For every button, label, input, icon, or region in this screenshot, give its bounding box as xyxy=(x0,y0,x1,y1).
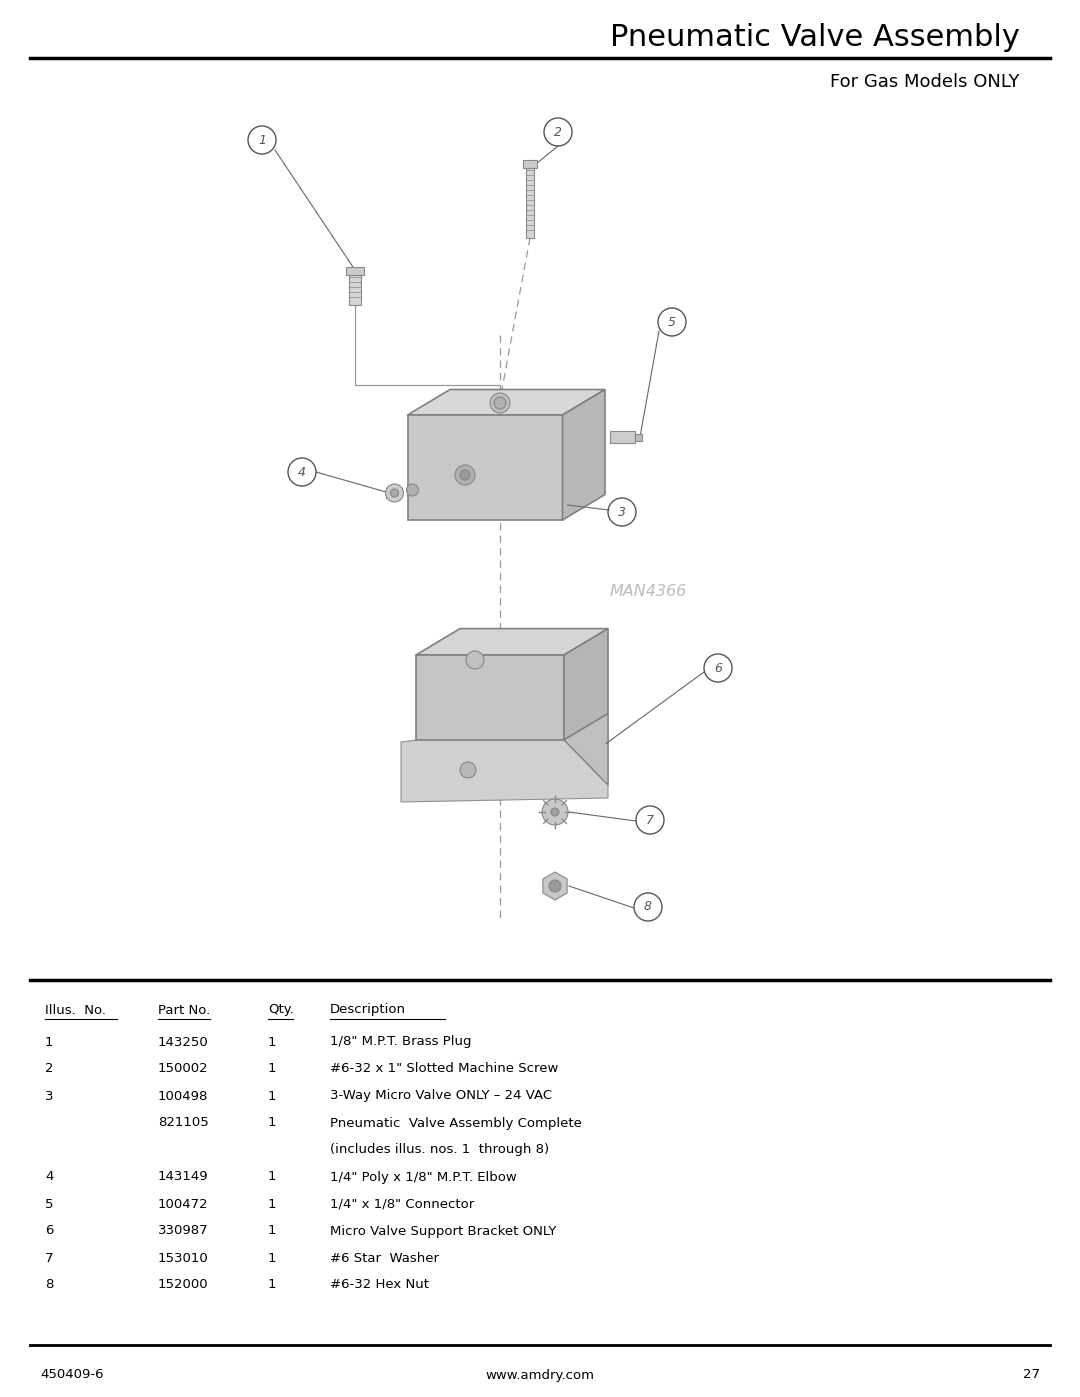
Circle shape xyxy=(386,483,404,502)
Text: 143250: 143250 xyxy=(158,1035,208,1049)
Circle shape xyxy=(391,489,399,497)
Text: 8: 8 xyxy=(644,901,652,914)
Circle shape xyxy=(549,880,561,893)
FancyBboxPatch shape xyxy=(386,488,400,497)
Polygon shape xyxy=(563,390,605,520)
Text: 7: 7 xyxy=(45,1252,54,1264)
Text: 27: 27 xyxy=(1023,1369,1040,1382)
Polygon shape xyxy=(407,415,563,520)
Text: 152000: 152000 xyxy=(158,1278,208,1291)
Text: 153010: 153010 xyxy=(158,1252,208,1264)
Text: 5: 5 xyxy=(45,1197,54,1210)
Text: 150002: 150002 xyxy=(158,1063,208,1076)
Circle shape xyxy=(551,807,559,816)
Polygon shape xyxy=(407,390,605,415)
Text: 1: 1 xyxy=(268,1278,276,1291)
Text: 2: 2 xyxy=(45,1063,54,1076)
Text: Part No.: Part No. xyxy=(158,1003,211,1017)
Text: #6-32 x 1" Slotted Machine Screw: #6-32 x 1" Slotted Machine Screw xyxy=(330,1063,558,1076)
Circle shape xyxy=(542,799,568,826)
Text: #6-32 Hex Nut: #6-32 Hex Nut xyxy=(330,1278,429,1291)
Text: Pneumatic  Valve Assembly Complete: Pneumatic Valve Assembly Complete xyxy=(330,1116,582,1130)
Text: Illus.  No.: Illus. No. xyxy=(45,1003,106,1017)
Circle shape xyxy=(406,483,419,496)
Text: 1: 1 xyxy=(268,1252,276,1264)
Polygon shape xyxy=(564,629,608,740)
Text: 821105: 821105 xyxy=(158,1116,208,1130)
FancyBboxPatch shape xyxy=(526,168,534,237)
Text: 1: 1 xyxy=(268,1116,276,1130)
Circle shape xyxy=(460,761,476,778)
Circle shape xyxy=(455,465,475,485)
Polygon shape xyxy=(416,655,564,740)
Text: 4: 4 xyxy=(45,1171,53,1183)
Text: #6 Star  Washer: #6 Star Washer xyxy=(330,1252,438,1264)
Text: 330987: 330987 xyxy=(158,1225,208,1238)
Text: 6: 6 xyxy=(45,1225,53,1238)
Text: 1: 1 xyxy=(268,1063,276,1076)
Text: Pneumatic Valve Assembly: Pneumatic Valve Assembly xyxy=(610,24,1020,53)
Text: (includes illus. nos. 1  through 8): (includes illus. nos. 1 through 8) xyxy=(330,1144,549,1157)
Text: For Gas Models ONLY: For Gas Models ONLY xyxy=(831,73,1020,91)
Text: 100472: 100472 xyxy=(158,1197,208,1210)
Text: 6: 6 xyxy=(714,662,723,675)
Text: 7: 7 xyxy=(646,813,654,827)
Text: 3: 3 xyxy=(618,506,626,518)
Polygon shape xyxy=(416,629,608,655)
Circle shape xyxy=(460,469,470,481)
Polygon shape xyxy=(543,872,567,900)
Text: 1: 1 xyxy=(258,134,266,147)
FancyBboxPatch shape xyxy=(346,267,364,275)
Text: 4: 4 xyxy=(298,465,306,479)
Text: 5: 5 xyxy=(669,316,676,328)
FancyBboxPatch shape xyxy=(349,275,361,305)
Circle shape xyxy=(465,651,484,669)
Text: www.amdry.com: www.amdry.com xyxy=(486,1369,594,1382)
Text: 450409-6: 450409-6 xyxy=(40,1369,104,1382)
Text: 1/8" M.P.T. Brass Plug: 1/8" M.P.T. Brass Plug xyxy=(330,1035,472,1049)
FancyBboxPatch shape xyxy=(523,161,537,168)
Text: Micro Valve Support Bracket ONLY: Micro Valve Support Bracket ONLY xyxy=(330,1225,556,1238)
Text: 1: 1 xyxy=(268,1035,276,1049)
Text: 1: 1 xyxy=(268,1197,276,1210)
Circle shape xyxy=(490,393,510,414)
Circle shape xyxy=(494,397,507,409)
Text: 1: 1 xyxy=(268,1225,276,1238)
Polygon shape xyxy=(564,714,608,785)
Polygon shape xyxy=(401,715,608,802)
Text: 1/4" Poly x 1/8" M.P.T. Elbow: 1/4" Poly x 1/8" M.P.T. Elbow xyxy=(330,1171,516,1183)
Text: MAN4366: MAN4366 xyxy=(609,584,687,599)
Text: 1: 1 xyxy=(45,1035,54,1049)
Text: 2: 2 xyxy=(554,126,562,138)
Text: 1: 1 xyxy=(268,1090,276,1102)
Text: 3: 3 xyxy=(45,1090,54,1102)
Text: Qty.: Qty. xyxy=(268,1003,294,1017)
Text: 1/4" x 1/8" Connector: 1/4" x 1/8" Connector xyxy=(330,1197,474,1210)
FancyBboxPatch shape xyxy=(610,432,635,443)
Text: 100498: 100498 xyxy=(158,1090,208,1102)
Text: 8: 8 xyxy=(45,1278,53,1291)
Text: 3-Way Micro Valve ONLY – 24 VAC: 3-Way Micro Valve ONLY – 24 VAC xyxy=(330,1090,552,1102)
Text: 1: 1 xyxy=(268,1171,276,1183)
Text: 143149: 143149 xyxy=(158,1171,208,1183)
Text: Description: Description xyxy=(330,1003,406,1017)
FancyBboxPatch shape xyxy=(635,434,642,441)
